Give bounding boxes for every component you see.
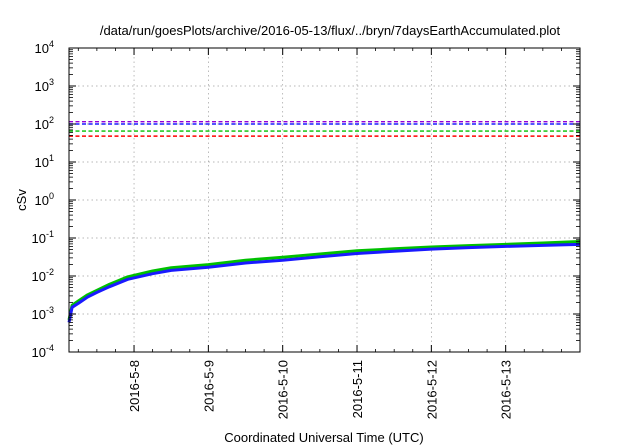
y-tick-label: 102 (35, 115, 54, 132)
y-tick-label: 104 (35, 39, 54, 56)
y-tick-label: 10-2 (32, 267, 54, 284)
y-axis-label: cSv (14, 189, 29, 211)
x-tick-label: 2016-5-8 (127, 360, 142, 412)
y-tick-label: 10-4 (32, 343, 54, 360)
y-tick-label: 10-3 (32, 305, 54, 322)
plot-frame (68, 47, 581, 353)
y-tick-label: 100 (35, 191, 54, 208)
axes (68, 47, 581, 353)
series-lines (67, 240, 581, 323)
grid (69, 48, 580, 352)
y-tick-label: 10-1 (32, 229, 54, 246)
chart-title: /data/run/goesPlots/archive/2016-05-13/f… (100, 23, 561, 38)
y-tick-label: 103 (35, 77, 54, 94)
x-tick-labels: 2016-5-8 2016-5-9 2016-5-10 2016-5-11 2016-5… (127, 360, 514, 419)
x-tick-label: 2016-5-10 (276, 360, 291, 419)
x-tick-label: 2016-5-11 (350, 360, 365, 418)
x-axis-label: Coordinated Universal Time (UTC) (224, 430, 423, 445)
x-tick-label: 2016-5-9 (201, 360, 216, 412)
series-line (67, 242, 581, 323)
series-line (67, 240, 581, 321)
y-tick-labels: 10-4 10-3 10-2 10-1 100 101 102 103 104 (32, 39, 54, 360)
x-tick-label: 2016-5-12 (424, 360, 439, 419)
reference-lines (69, 120, 580, 137)
y-tick-label: 101 (35, 153, 54, 170)
x-tick-label: 2016-5-13 (499, 360, 514, 419)
